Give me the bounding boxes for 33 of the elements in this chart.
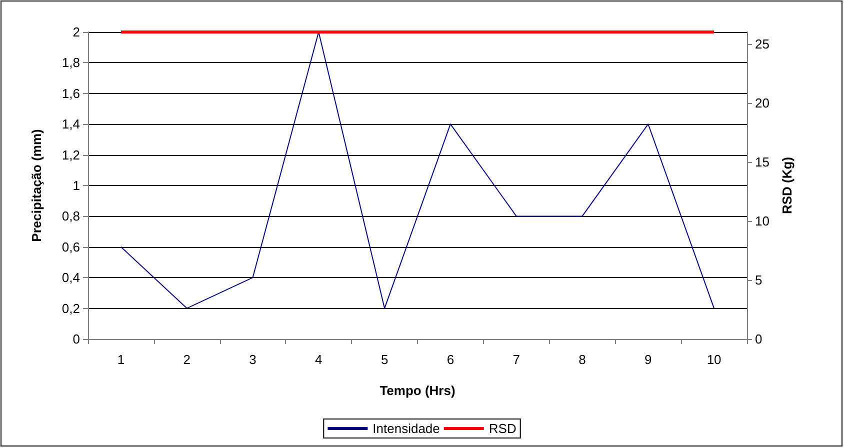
y-tick-label: 1,8 (62, 55, 80, 70)
x-tick-label: 3 (249, 352, 256, 367)
legend-label: Intensidade (372, 421, 440, 436)
x-tick-label: 8 (578, 352, 586, 367)
y-tick-label: 2 (72, 24, 80, 40)
y-tick-label: 1 (72, 178, 80, 193)
x-tick-label: 7 (512, 352, 520, 367)
y2-tick-label: 25 (755, 36, 770, 52)
y2-tick-label: 15 (755, 154, 770, 170)
x-tick-label: 4 (315, 352, 322, 367)
line-series (120, 32, 715, 309)
legend-label: RSD (488, 421, 516, 436)
y-tick-label: 0,4 (62, 270, 80, 286)
y-tick-label: 1,2 (62, 147, 80, 162)
y-tick-label: 0,8 (62, 208, 80, 224)
y2-tick-label: 5 (755, 272, 762, 288)
y2-axis-title: RSD (Kg) (779, 156, 794, 214)
x-tick-label: 9 (644, 352, 652, 367)
y-tick-label: 0,6 (62, 239, 80, 254)
x-axis-title: Tempo (Hrs) (380, 383, 456, 398)
x-tick-label: 6 (446, 352, 454, 367)
y2-tick-label: 10 (755, 213, 770, 228)
y-tick-label: 1,4 (62, 116, 80, 132)
y-tick-label: 1,6 (62, 86, 80, 101)
x-tick-label: 5 (380, 352, 388, 367)
y-tick-label: 0 (72, 332, 80, 346)
y-tick-label: 0,2 (62, 300, 80, 316)
x-tick-label: 10 (706, 352, 722, 367)
x-tick-label: 2 (183, 352, 190, 367)
y2-tick-label: 0 (755, 332, 762, 346)
y2-tick-label: 20 (755, 95, 770, 110)
x-tick-label: 1 (117, 352, 125, 367)
y-axis-title: Precipitação (mm) (29, 129, 44, 242)
